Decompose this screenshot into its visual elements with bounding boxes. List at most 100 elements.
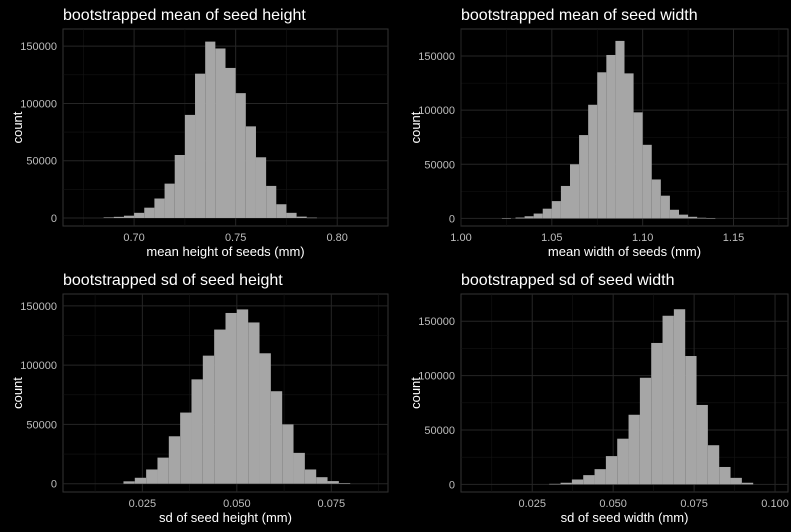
y-tick-label: 150000 — [418, 51, 455, 63]
histogram-bar — [293, 452, 305, 484]
panel-border — [460, 293, 789, 493]
histogram-bar — [134, 477, 147, 484]
histogram-bar — [338, 483, 351, 484]
x-tick-label: 0.025 — [518, 498, 546, 510]
x-tick-label: 0.100 — [761, 498, 789, 510]
y-tick-label: 150000 — [20, 41, 57, 53]
x-tick-label: 0.70 — [123, 232, 144, 244]
histogram-bar — [662, 315, 674, 485]
y-tick-label: 50000 — [424, 159, 455, 171]
histogram-bar — [696, 404, 708, 485]
histogram-bar — [583, 475, 595, 485]
y-tick-label: 0 — [449, 213, 455, 225]
histogram-bar — [174, 154, 185, 218]
histogram-bar — [719, 466, 731, 485]
histogram-bar — [191, 379, 203, 484]
histogram-bar — [542, 208, 552, 219]
chart-panel-3: 0.025 0.050 0.075 0 50000 100000 150000 bootstr… — [10, 272, 389, 525]
histogram-bar — [296, 216, 307, 218]
histogram-bar — [157, 457, 169, 484]
chart-panel-1: 0.70 0.75 0.80 0 50000 100000 150000 bootstrapp… — [10, 7, 389, 259]
histogram-bar — [123, 215, 135, 218]
histogram-bar — [551, 201, 561, 219]
histogram-bar — [669, 209, 679, 219]
histogram-bar — [180, 412, 192, 484]
histogram-bar — [706, 218, 716, 219]
y-axis-label: count — [408, 111, 423, 143]
y-tick-label: 50000 — [26, 156, 57, 168]
histogram-bar — [236, 309, 249, 484]
histogram-bar — [304, 469, 317, 484]
histogram-bar — [270, 391, 283, 484]
histogram-bar — [164, 183, 175, 218]
histogram-bar — [730, 477, 742, 485]
y-tick-label: 100000 — [418, 371, 455, 383]
histogram-bar — [597, 72, 607, 219]
histogram-bar — [286, 212, 297, 218]
histogram-bar — [571, 479, 584, 485]
y-tick-label: 0 — [51, 213, 57, 225]
histogram-bar — [501, 218, 511, 219]
histogram-bar — [688, 216, 698, 219]
histogram-bar — [673, 309, 686, 485]
histogram-bar — [624, 73, 634, 219]
histogram-bar — [533, 213, 543, 219]
histogram-bar — [282, 424, 294, 484]
histogram-bar — [660, 195, 670, 219]
chart-panel-4: 0.025 0.050 0.075 0.100 0 50000 100000 150000 bo… — [408, 272, 789, 525]
panel-border — [62, 293, 389, 493]
x-tick-label: 0.075 — [318, 498, 346, 510]
y-axis-label: count — [10, 377, 25, 409]
histogram-bar — [594, 469, 606, 485]
histogram-bar — [205, 41, 216, 218]
histogram-bar — [225, 67, 236, 218]
x-tick-label: 1.10 — [632, 232, 653, 244]
histogram-bar — [225, 312, 237, 484]
histogram-bar — [697, 217, 707, 219]
histogram-bar — [615, 40, 625, 219]
histogram-bar — [144, 207, 155, 218]
histogram-bar — [515, 217, 525, 219]
histogram-bar — [651, 179, 661, 219]
x-tick-label: 1.15 — [723, 232, 744, 244]
histogram-bar — [560, 482, 572, 485]
histogram-bar — [184, 114, 196, 218]
histogram-bar — [588, 104, 598, 219]
histogram-bar — [146, 469, 158, 484]
x-tick-label: 0.75 — [225, 232, 246, 244]
histogram-bar — [633, 112, 643, 219]
x-tick-label: 0.050 — [223, 498, 251, 510]
histogram-bar — [679, 214, 689, 219]
histogram-bar — [168, 436, 181, 484]
histogram-bar — [214, 329, 226, 484]
histogram-bar — [617, 438, 629, 485]
x-tick-label: 1.05 — [541, 232, 562, 244]
panel-title: bootstrapped mean of seed width — [461, 7, 698, 24]
x-tick-label: 0.025 — [129, 498, 157, 510]
histogram-bar — [195, 73, 206, 218]
histogram-bar — [235, 93, 246, 218]
histogram-bar — [276, 204, 287, 218]
x-tick-label: 0.075 — [680, 498, 708, 510]
histogram-bar — [154, 198, 165, 218]
histogram-bar — [327, 481, 339, 484]
chart-panel-2: 1.00 1.05 1.10 1.15 0 50000 100000 150000 bootst… — [408, 7, 789, 259]
histogram-bar — [215, 48, 226, 218]
histogram-bar — [103, 217, 114, 218]
histogram-bar — [639, 377, 652, 485]
x-axis-label: mean height of seeds (mm) — [146, 244, 304, 259]
histogram-bar — [685, 356, 697, 485]
histogram-bar — [134, 212, 145, 218]
histogram-bar — [123, 481, 135, 484]
panel-title: bootstrapped mean of seed height — [63, 7, 306, 24]
histogram-bar — [524, 216, 534, 219]
panel-title: bootstrapped sd of seed width — [461, 272, 674, 289]
histogram-bar — [628, 414, 640, 485]
histogram-bar — [651, 342, 663, 485]
y-axis-label: count — [408, 377, 423, 409]
histogram-bar — [316, 477, 328, 484]
histogram-bar — [113, 216, 124, 218]
x-axis-label: mean width of seeds (mm) — [548, 244, 701, 259]
y-tick-label: 100000 — [20, 360, 57, 372]
